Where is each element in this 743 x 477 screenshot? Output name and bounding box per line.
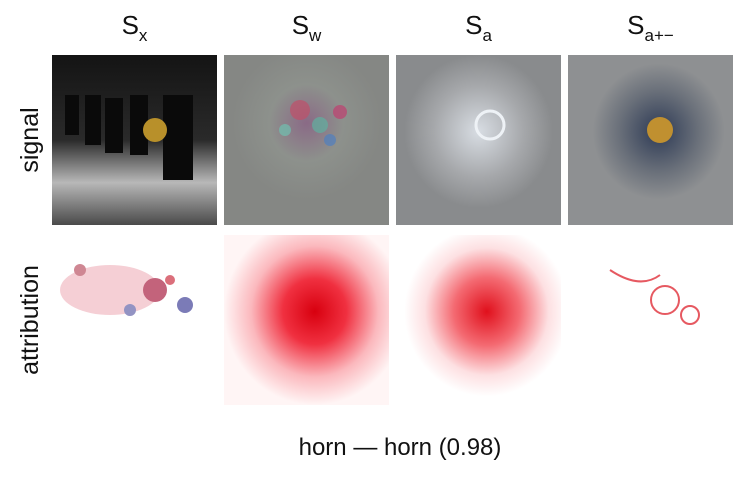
header-main: S	[465, 10, 482, 40]
row-label: signal	[16, 107, 44, 172]
header-main: S	[292, 10, 309, 40]
header-main: S	[122, 10, 139, 40]
header-sub: a	[482, 26, 492, 45]
header-main: S	[627, 10, 644, 40]
signal-row	[52, 55, 733, 225]
image-sa-signal	[396, 55, 561, 225]
column-header: Sx	[122, 10, 148, 45]
caption: horn — horn (0.98)	[299, 434, 502, 461]
header-sub: x	[139, 26, 148, 45]
image-sa-pm-signal	[568, 55, 733, 225]
header-sub: a+−	[645, 26, 674, 45]
horn	[647, 117, 673, 143]
page: SxSwSaSa+−signalattributionhorn — horn (…	[0, 0, 743, 472]
image-sx-attribution	[52, 235, 217, 405]
image-sw-attribution	[224, 235, 389, 405]
column-header: Sa+−	[627, 10, 674, 45]
image-sa-attribution	[396, 235, 561, 405]
attribution-row	[52, 235, 733, 405]
column-header: Sa	[465, 10, 492, 45]
image-sa-pm-attribution	[568, 235, 733, 405]
header-sub: w	[308, 26, 322, 45]
image-sw-signal	[224, 55, 389, 225]
figure: SxSwSaSa+−signalattributionhorn — horn (…	[0, 0, 743, 472]
column-header: Sw	[292, 10, 322, 45]
row-label: attribution	[16, 265, 44, 375]
